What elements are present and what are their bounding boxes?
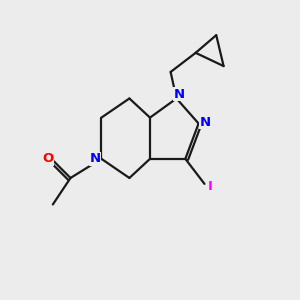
Text: I: I: [207, 180, 212, 193]
Text: N: N: [200, 116, 211, 128]
Text: N: N: [89, 152, 100, 165]
Text: N: N: [173, 88, 184, 100]
Text: O: O: [42, 152, 53, 165]
